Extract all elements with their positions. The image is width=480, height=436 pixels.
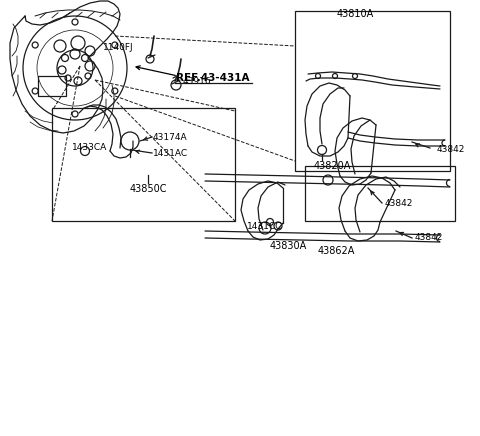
Text: 43916: 43916 [183,76,212,85]
Text: 43862A: 43862A [318,246,355,256]
Text: REF.43-431A: REF.43-431A [176,73,250,83]
Text: 43820A: 43820A [313,161,351,171]
Text: 1431AC: 1431AC [153,150,188,159]
Text: 43830A: 43830A [269,241,307,251]
Bar [52,108,235,221]
Bar [295,11,450,171]
Bar [305,166,455,221]
Text: 43174A: 43174A [153,133,188,142]
Text: 43850C: 43850C [129,184,167,194]
Text: 43842: 43842 [385,200,413,208]
Text: 1433CA: 1433CA [72,143,107,151]
Bar [38,76,66,96]
Text: 43810A: 43810A [336,9,373,19]
Text: 43842: 43842 [437,144,466,153]
Text: 1140FJ: 1140FJ [103,44,133,52]
Text: 43842: 43842 [415,234,444,242]
Text: 1431CC: 1431CC [247,222,282,232]
